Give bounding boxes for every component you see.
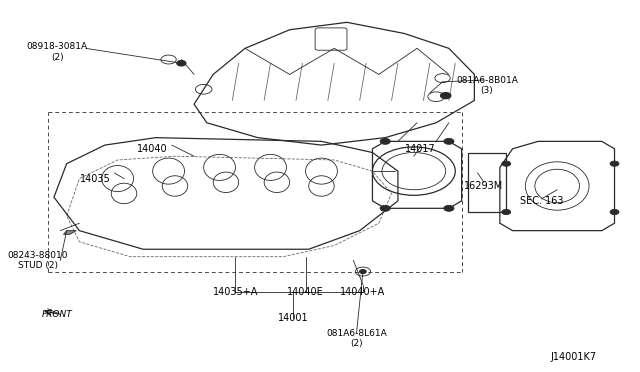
- Text: 14017: 14017: [405, 144, 436, 154]
- Text: 14040: 14040: [138, 144, 168, 154]
- Circle shape: [380, 205, 390, 211]
- Text: 08918-3081A
(2): 08918-3081A (2): [26, 42, 88, 62]
- Text: 14035+A: 14035+A: [212, 287, 258, 297]
- Text: 081A6-8B01A
(3): 081A6-8B01A (3): [456, 76, 518, 95]
- Text: 08243-88010
STUD (2): 08243-88010 STUD (2): [8, 251, 68, 270]
- Text: 14040+A: 14040+A: [340, 287, 385, 297]
- Text: J14001K7: J14001K7: [550, 352, 596, 362]
- Circle shape: [610, 161, 619, 166]
- Text: 16293M: 16293M: [464, 181, 504, 191]
- Text: 14035: 14035: [80, 174, 111, 183]
- Text: 081A6-8L61A
(2): 081A6-8L61A (2): [326, 329, 387, 348]
- Text: 14001: 14001: [278, 313, 308, 323]
- Circle shape: [444, 138, 454, 144]
- Text: FRONT: FRONT: [42, 310, 72, 319]
- Circle shape: [444, 205, 454, 211]
- Text: 14040E: 14040E: [287, 287, 324, 297]
- Circle shape: [502, 209, 511, 215]
- Circle shape: [177, 61, 186, 66]
- Circle shape: [380, 138, 390, 144]
- Circle shape: [440, 93, 451, 99]
- Polygon shape: [63, 231, 76, 234]
- Text: SEC. 163: SEC. 163: [520, 196, 563, 206]
- Circle shape: [502, 161, 511, 166]
- Circle shape: [360, 270, 366, 273]
- Circle shape: [610, 209, 619, 215]
